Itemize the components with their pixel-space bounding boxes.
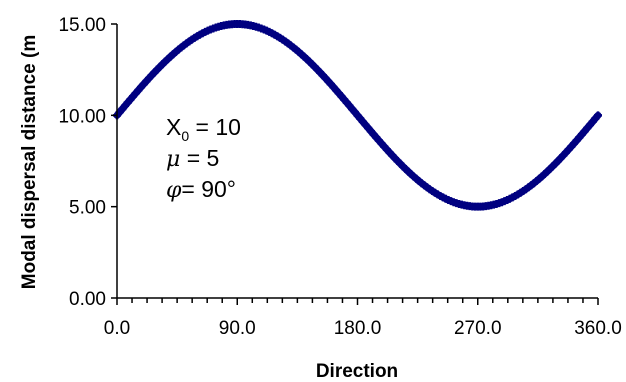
y-tick-label: 0.00 xyxy=(69,289,106,310)
x-tick-label: 90.0 xyxy=(219,318,256,339)
annotation-mu: μ = 5 xyxy=(166,145,219,172)
x-tick-label: 270.0 xyxy=(454,318,502,339)
y-axis-title: Modal dispersal distance (m xyxy=(19,35,40,289)
y-tick-label: 5.00 xyxy=(69,198,106,219)
data-point xyxy=(594,111,602,120)
x-axis-title: Direction xyxy=(316,361,398,382)
annotation-x0: X0 = 10 xyxy=(166,114,241,144)
x-tick-label: 0.0 xyxy=(104,318,130,339)
x-tick-label: 360.0 xyxy=(574,318,622,339)
parameter-annotations: X0 = 10 μ = 5 φ= 90° xyxy=(166,114,241,203)
y-tick-label: 10.00 xyxy=(58,106,106,127)
ticks: 0.00 5.00 10.00 15.00 0.0 90.0 180.0 270.0 360.0 xyxy=(58,15,621,339)
annotation-phi: φ= 90° xyxy=(166,176,236,203)
x-tick-label: 180.0 xyxy=(334,318,382,339)
y-tick-label: 15.00 xyxy=(58,15,106,36)
data-series xyxy=(113,20,602,211)
